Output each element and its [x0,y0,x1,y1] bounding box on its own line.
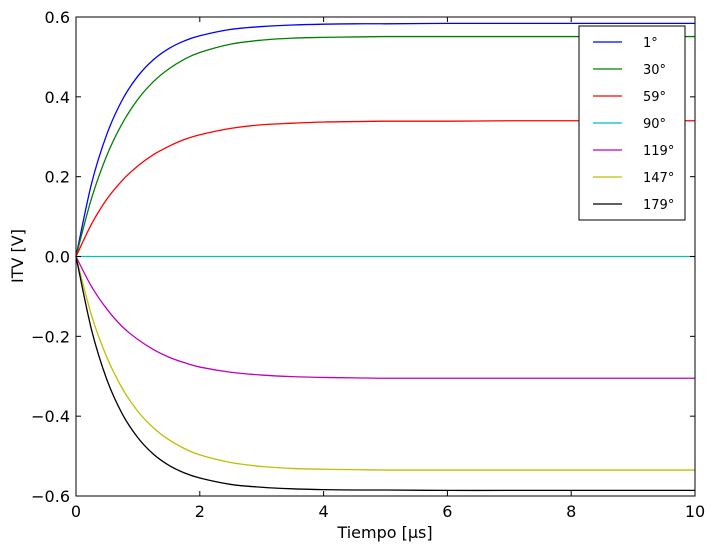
x-tick-label: 0 [71,502,81,521]
series-line-1 [75,35,695,257]
series-line-6 [75,256,695,492]
y-axis-label: ITV [V] [8,229,27,283]
legend-label-6: 179° [643,198,674,213]
y-tick-label: 0.0 [45,248,70,267]
y-tick-label: 0.6 [45,8,70,27]
y-tick-label: 0.2 [45,168,70,187]
series-line-2 [75,120,695,257]
y-tick-label: −0.4 [31,407,70,426]
y-tick-label: 0.4 [45,88,70,107]
series-line-0 [75,22,695,257]
legend-label-1: 30° [643,63,666,78]
x-tick-label: 2 [195,502,205,521]
x-axis-label: Tiempo [μs] [336,523,432,542]
series-line-5 [75,256,695,471]
legend: 1° 30° 59° 90° 119° 147° 179° [578,25,686,221]
legend-label-0: 1° [643,36,658,51]
legend-label-3: 90° [643,117,666,132]
series-line-4 [75,256,695,379]
y-tick-label: −0.6 [31,487,70,506]
y-tick-label: −0.2 [31,327,70,346]
legend-label-4: 119° [643,144,674,159]
y-axis: −0.6 −0.4 −0.2 0.0 0.2 0.4 0.6 [31,8,695,506]
x-tick-label: 4 [319,502,329,521]
x-tick-label: 8 [566,502,576,521]
series-layer [75,22,695,492]
x-axis: 0 2 4 6 8 10 [71,17,705,521]
x-tick-label: 6 [442,502,452,521]
legend-label-2: 59° [643,90,666,105]
x-tick-label: 10 [685,502,705,521]
legend-label-5: 147° [643,171,674,186]
